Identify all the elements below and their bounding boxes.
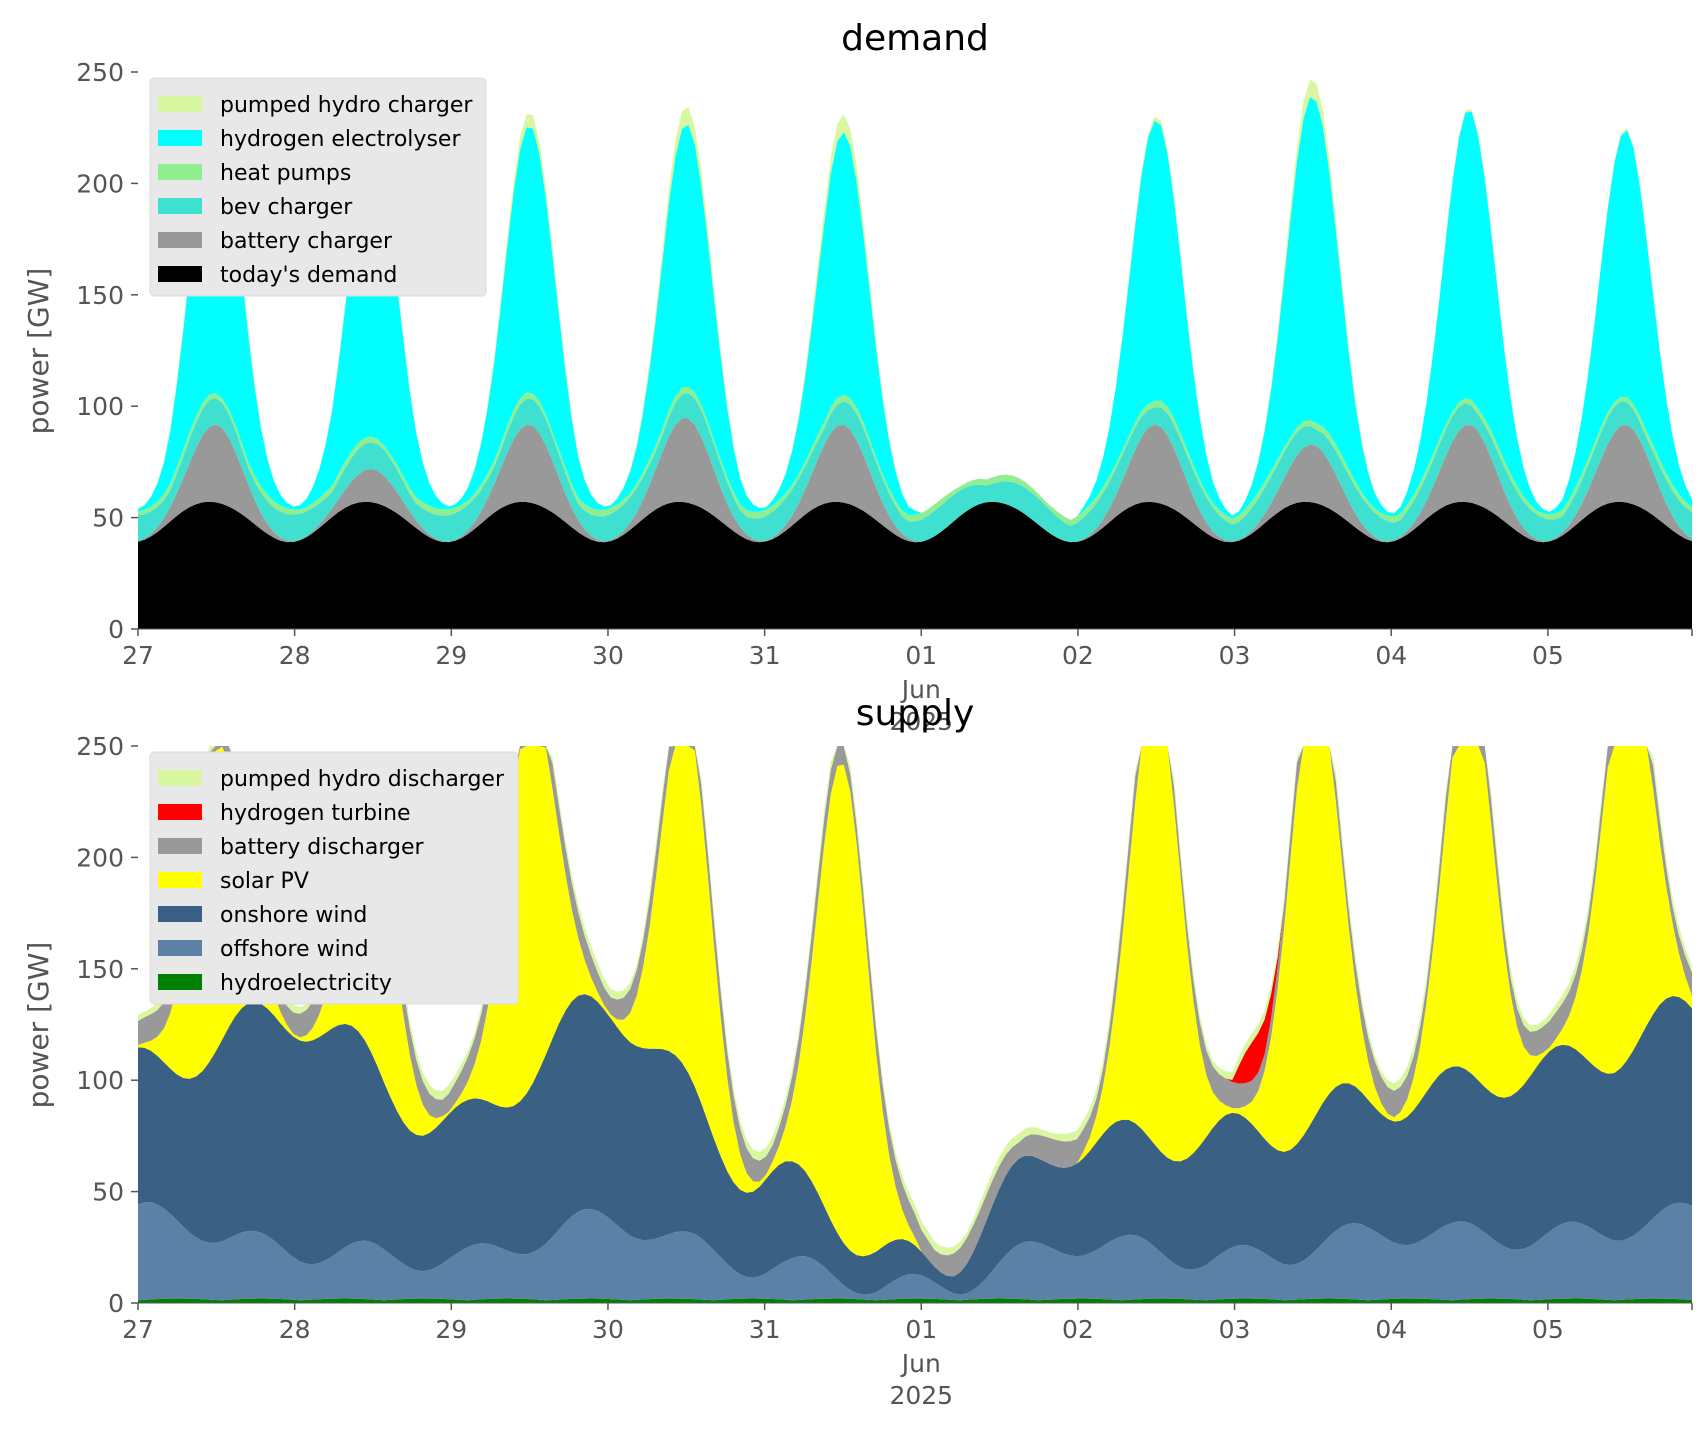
x-tick-label: 03 [1219, 641, 1251, 670]
x-tick-label: 28 [279, 641, 311, 670]
legend-label: pumped hydro discharger [220, 767, 505, 792]
area-hydrogen-electrolyser [138, 97, 1692, 520]
x-tick-label: 31 [749, 1315, 781, 1344]
x-tick-label: 04 [1375, 641, 1407, 670]
x-tick-label: 01 [905, 1315, 937, 1344]
x-tick-label: 04 [1375, 1315, 1407, 1344]
legend-label: offshore wind [220, 937, 369, 962]
area-onshore-wind [138, 994, 1692, 1295]
area-bev-charger [138, 393, 1692, 543]
x-tick-sublabel: 2025 [889, 1381, 953, 1410]
y-tick-label: 250 [76, 732, 124, 761]
x-tick-label: 27 [122, 1315, 154, 1344]
legend-label: pumped hydro charger [220, 93, 473, 118]
legend-swatch [158, 838, 202, 854]
legend-swatch [158, 940, 202, 956]
x-tick-label: 29 [435, 641, 467, 670]
y-tick-label: 150 [76, 955, 124, 984]
area-offshore-wind [138, 1202, 1692, 1301]
x-tick-label: 05 [1532, 641, 1564, 670]
legend-swatch [158, 872, 202, 888]
chart-title: demand [841, 18, 989, 59]
x-tick-label: 29 [435, 1315, 467, 1344]
area-hydroelectricity [138, 1298, 1692, 1303]
legend-box [149, 77, 487, 297]
x-tick-label: 31 [749, 641, 781, 670]
chart-title: supply [856, 693, 975, 734]
x-tick-label: 01 [905, 641, 937, 670]
y-tick-label: 200 [76, 169, 124, 198]
legend-swatch [158, 266, 202, 282]
legend-swatch [158, 96, 202, 112]
legend-label: hydroelectricity [220, 971, 392, 996]
x-tick-sublabel: Jun [900, 675, 941, 704]
area-today-s-demand [138, 501, 1692, 629]
supply-legend: pumped hydro discharger hydrogen turbine b… [149, 751, 519, 1005]
x-tick-sublabel: 2025 [889, 707, 953, 736]
x-tick-label: 02 [1062, 641, 1094, 670]
y-tick-label: 100 [76, 392, 124, 421]
demand-legend: pumped hydro charger hydrogen electrolyse… [149, 77, 487, 297]
y-tick-label: 50 [92, 504, 124, 533]
supply-axes: 0 50 100 150 200 250 27 28 29 30 31 01 02 03 04 05 Jun 20… [76, 732, 1693, 1410]
legend-label: battery charger [220, 229, 393, 254]
legend-label: hydrogen electrolyser [220, 127, 461, 152]
legend-swatch [158, 130, 202, 146]
legend-box [149, 751, 519, 1005]
area-solar-pv [138, 746, 1692, 1277]
x-tick-label: 02 [1062, 1315, 1094, 1344]
legend-swatch [158, 198, 202, 214]
x-tick-label: 05 [1532, 1315, 1564, 1344]
x-tick-label: 28 [279, 1315, 311, 1344]
y-tick-label: 100 [76, 1066, 124, 1095]
legend-label: hydrogen turbine [220, 801, 411, 826]
y-tick-label: 250 [76, 58, 124, 87]
y-tick-label: 150 [76, 281, 124, 310]
x-tick-label: 30 [592, 1315, 624, 1344]
legend-swatch [158, 906, 202, 922]
legend-swatch [158, 974, 202, 990]
y-tick-label: 50 [92, 1178, 124, 1207]
legend-swatch [158, 232, 202, 248]
demand-areas [138, 79, 1692, 629]
y-tick-label: 0 [108, 615, 124, 644]
area-battery-charger [138, 418, 1692, 543]
legend-swatch [158, 770, 202, 786]
legend-label: heat pumps [220, 161, 351, 186]
legend-label: solar PV [220, 869, 309, 894]
x-tick-label: 30 [592, 641, 624, 670]
x-tick-label: 03 [1219, 1315, 1251, 1344]
legend-label: onshore wind [220, 903, 367, 928]
legend-swatch [158, 804, 202, 820]
legend-label: battery discharger [220, 835, 425, 860]
x-tick-label: 27 [122, 641, 154, 670]
y-tick-label: 200 [76, 843, 124, 872]
supply-areas [138, 746, 1692, 1303]
legend-label: today's demand [220, 263, 397, 288]
y-tick-label: 0 [108, 1289, 124, 1318]
y-axis-label: power [GW] [22, 268, 55, 435]
demand-axes: 0 50 100 150 200 250 27 28 29 30 31 01 02 03 04 05 Jun 20… [76, 58, 1693, 736]
legend-swatch [158, 164, 202, 180]
x-tick-sublabel: Jun [900, 1349, 941, 1378]
legend-label: bev charger [220, 195, 353, 220]
y-axis-label: power [GW] [22, 942, 55, 1109]
